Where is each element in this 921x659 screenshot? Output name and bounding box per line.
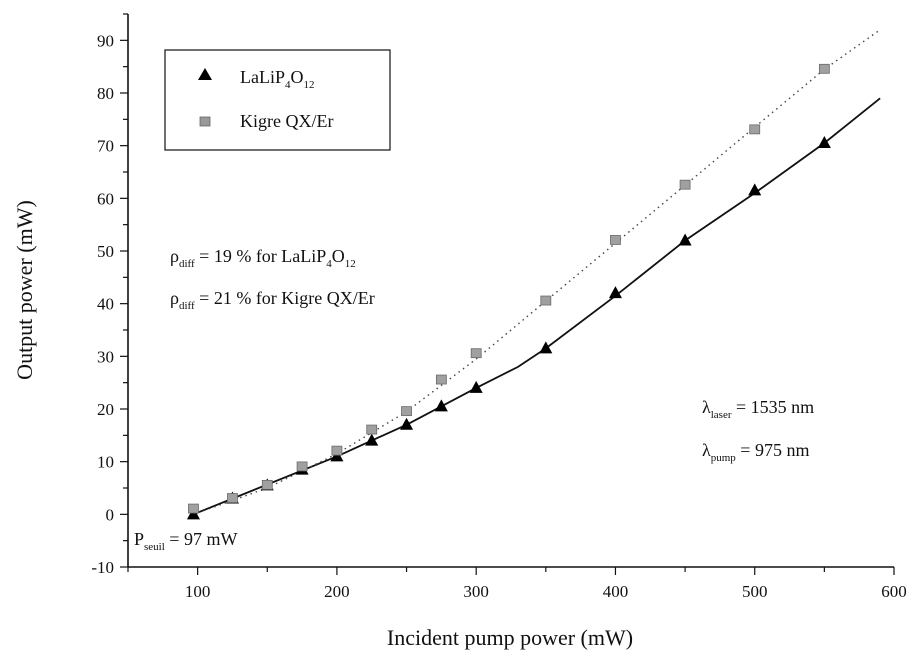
x-axis-title: Incident pump power (mW) — [387, 625, 633, 650]
x-tick-label: 100 — [185, 582, 211, 601]
legend-box — [164, 49, 391, 151]
legend-marker-kigre — [199, 116, 211, 127]
data-point-triangle — [817, 136, 831, 149]
y-tick-label: 80 — [97, 84, 114, 103]
legend-label-lalip: LaLiP4O12 — [240, 67, 315, 91]
data-marks-layer — [186, 63, 831, 520]
data-point-triangle — [608, 286, 622, 299]
data-point-square — [818, 63, 830, 74]
axes-layer: 100 200 300 400 500 600 -10 0 10 20 30 40 50 60 70 80 90 — [91, 13, 907, 601]
annotation-rho-kigre: ρdiff = 21 % for Kigre QX/Er — [170, 288, 375, 312]
data-point-square — [366, 424, 378, 435]
data-point-triangle — [678, 233, 692, 246]
x-tick-label: 200 — [324, 582, 350, 601]
data-point-square — [261, 479, 273, 490]
annotation-rho-lalip: ρdiff = 19 % for LaLiP4O12 — [170, 246, 356, 270]
x-tick-label: 400 — [603, 582, 629, 601]
y-tick-label: -10 — [91, 558, 114, 577]
data-point-square — [749, 124, 761, 135]
data-point-triangle — [400, 417, 414, 430]
data-point-square — [470, 348, 482, 359]
legend-marker-lalip — [198, 68, 212, 80]
y-tick-label: 50 — [97, 242, 114, 261]
data-point-square — [435, 374, 447, 385]
data-point-square — [188, 503, 199, 514]
data-point-square — [296, 461, 308, 472]
y-tick-label: 60 — [97, 189, 114, 208]
y-tick-label: 90 — [97, 31, 114, 50]
annotation-lambda-pump: λpump = 975 nm — [702, 440, 809, 464]
data-point-square — [610, 235, 621, 245]
y-tick-label: 0 — [106, 505, 115, 524]
y-tick-label: 20 — [97, 400, 114, 419]
data-point-square — [401, 406, 412, 417]
annotation-lambda-laser: λlaser = 1535 nm — [702, 397, 814, 421]
y-tick-label: 30 — [97, 347, 114, 366]
y-tick-label: 40 — [97, 295, 114, 314]
legend: LaLiP4O12 Kigre QX/Er — [164, 49, 391, 151]
y-tick-label: 70 — [97, 137, 114, 156]
data-point-triangle — [469, 380, 483, 393]
annotation-threshold: Pseuil = 97 mW — [134, 529, 237, 553]
x-tick-label: 300 — [463, 582, 489, 601]
data-point-triangle — [434, 399, 448, 412]
y-axis-title: Output power (mW) — [12, 200, 37, 380]
data-point-square — [331, 445, 343, 456]
data-point-triangle — [365, 433, 379, 446]
data-point-square — [227, 493, 238, 503]
data-point-square — [540, 295, 552, 306]
y-tick-label: 10 — [97, 453, 114, 472]
legend-label-kigre: Kigre QX/Er — [240, 111, 333, 131]
x-tick-label: 600 — [881, 582, 907, 601]
data-point-triangle — [748, 183, 762, 196]
data-point-square — [679, 179, 691, 190]
data-point-triangle — [539, 341, 553, 354]
x-tick-label: 500 — [742, 582, 768, 601]
